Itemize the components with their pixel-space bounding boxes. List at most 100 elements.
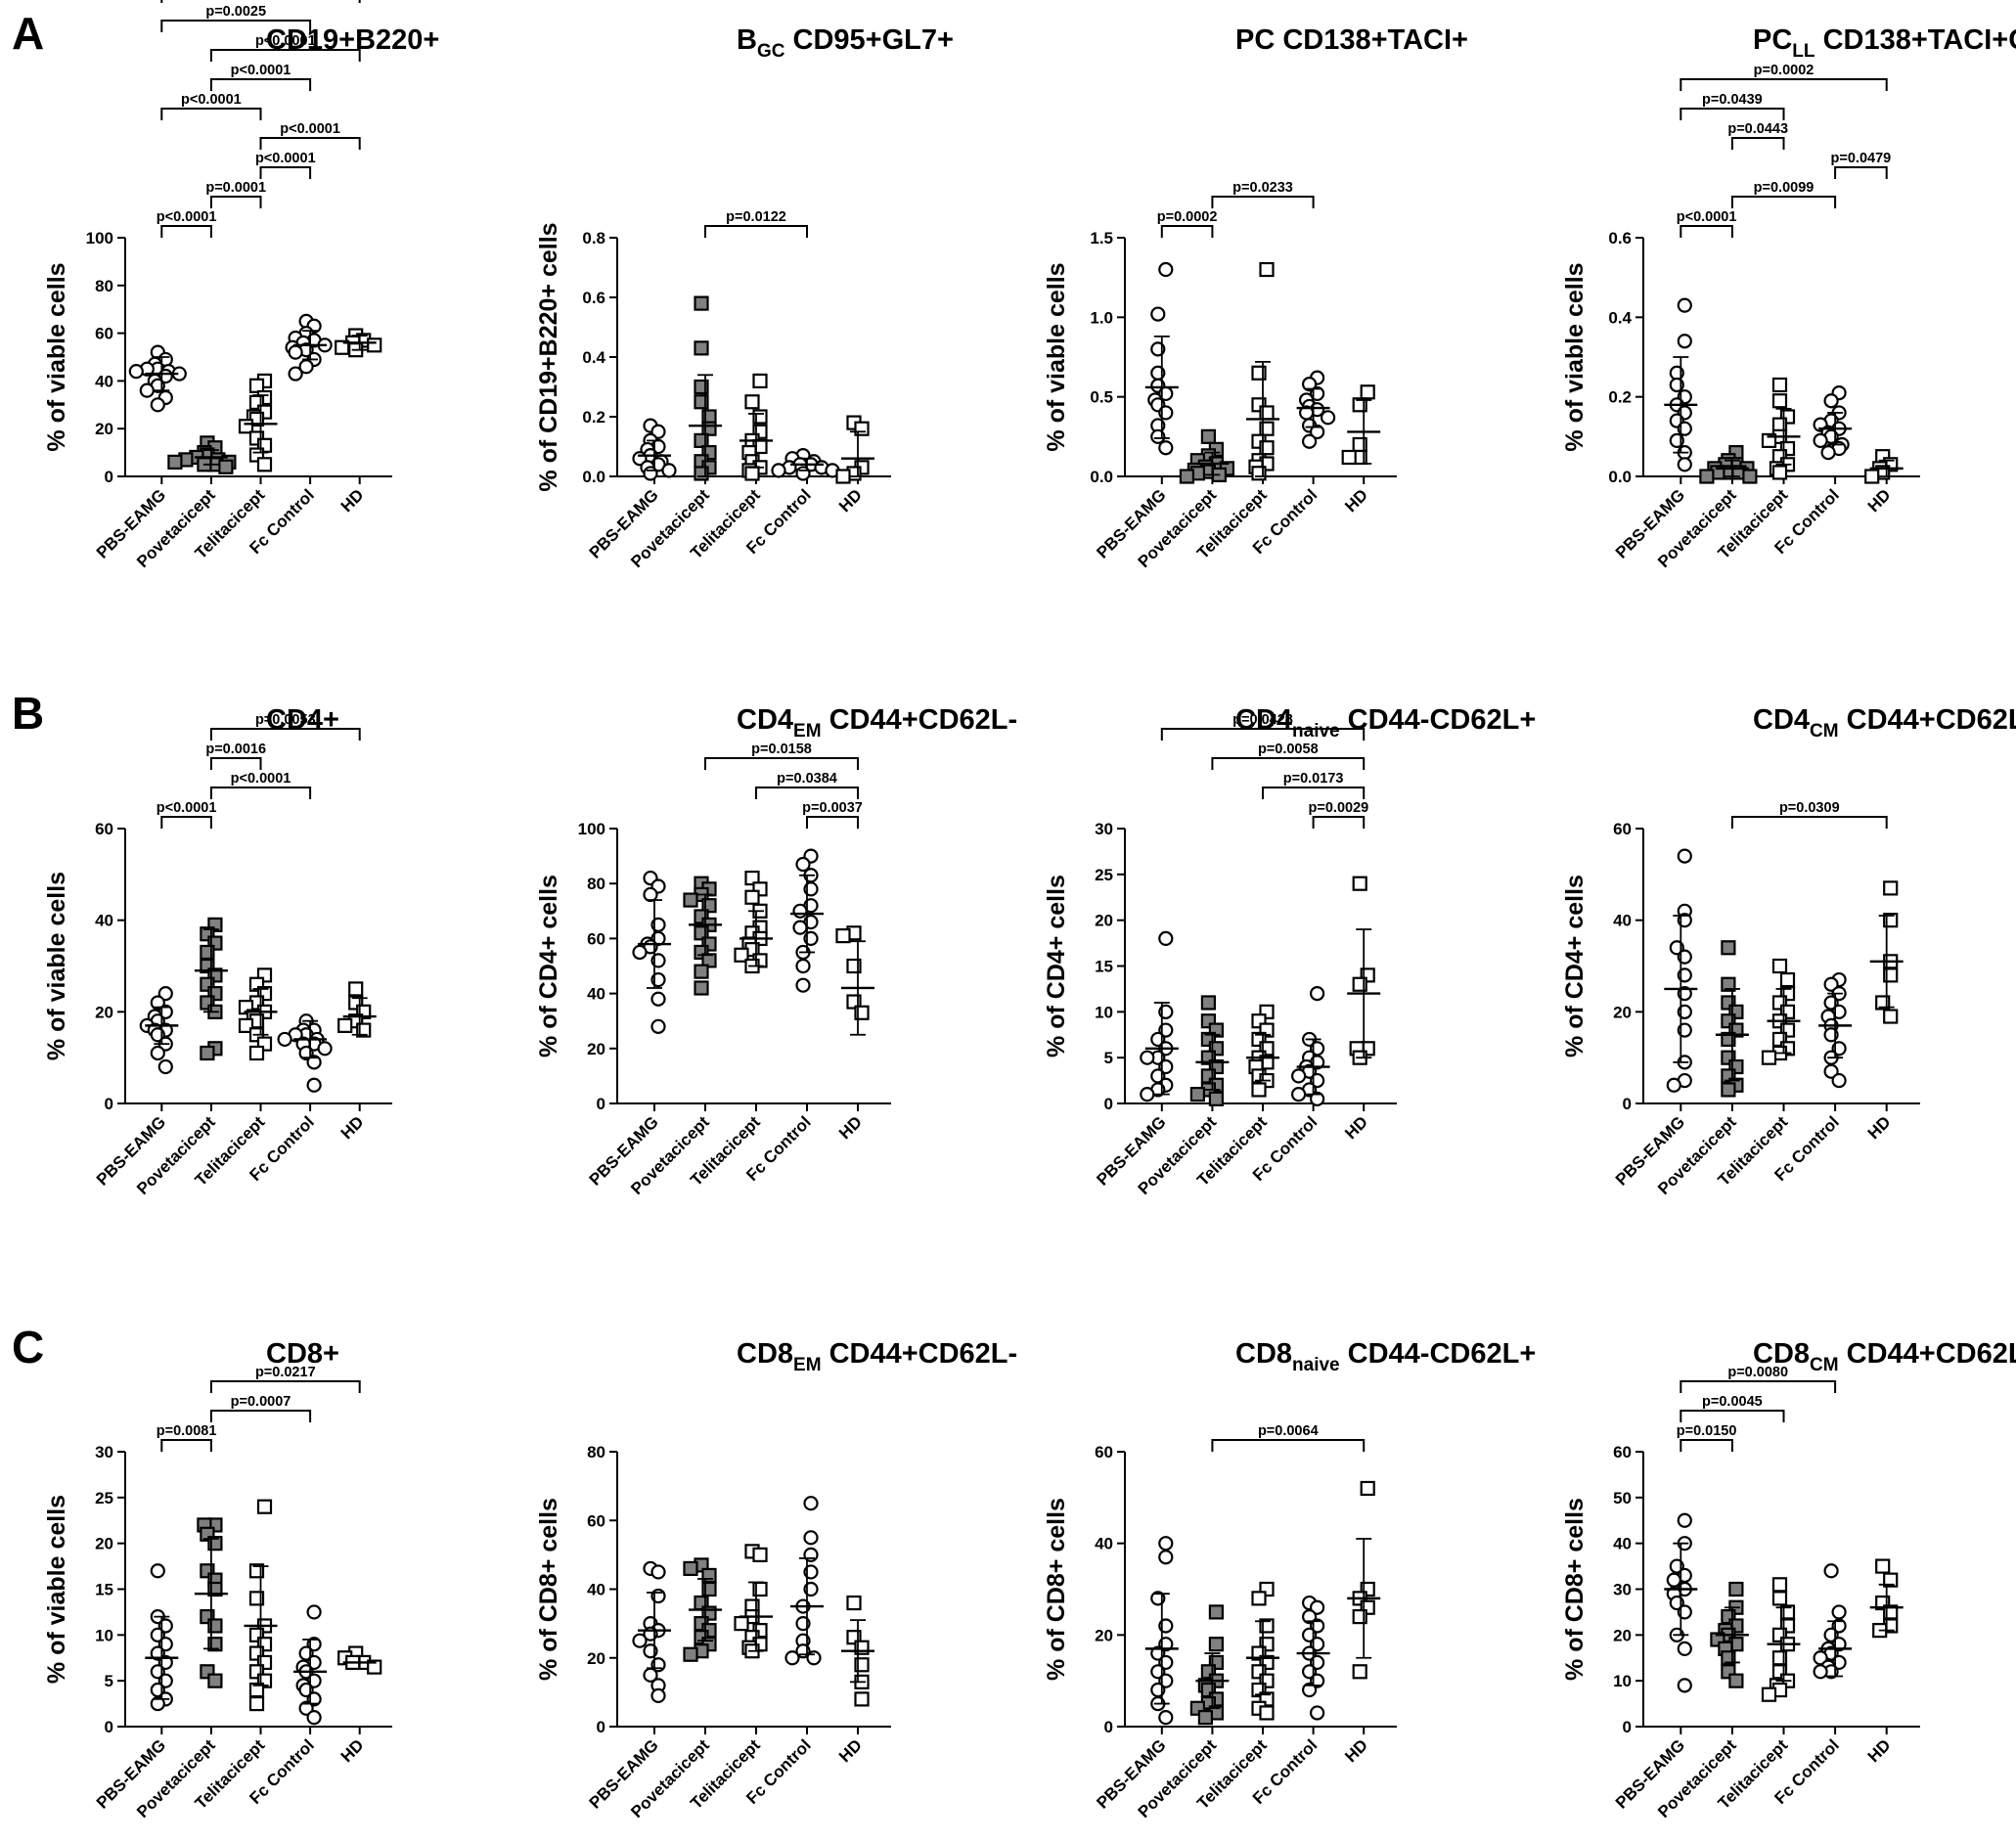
data-point: [1831, 1072, 1847, 1089]
y-tick-label: 60: [95, 325, 113, 343]
data-point: [1771, 393, 1788, 409]
chart-10: CD8EM CD44+CD62L- % of CD8+ cells 0 20 40 60 8…: [535, 1338, 1017, 1822]
data-point: [1771, 1577, 1788, 1593]
data-point: [1158, 930, 1174, 947]
data-point: [1823, 1063, 1839, 1079]
y-tick-label: 40: [1613, 912, 1632, 930]
data-point: [1259, 261, 1275, 278]
data-point: [1150, 306, 1166, 322]
data-point: [835, 927, 851, 944]
data-point: [1158, 440, 1174, 456]
data-point: [854, 1691, 870, 1707]
significance-bracket: [160, 816, 212, 829]
data-point: [1158, 1710, 1174, 1726]
y-tick-label: 0.4: [582, 348, 605, 367]
significance-bracket: [160, 0, 361, 3]
significance-bracket: [259, 137, 361, 150]
significance-bracket: [1160, 225, 1214, 238]
chart-title-rest: CD44+CD62L+: [1839, 704, 2016, 736]
data-point: [734, 947, 749, 963]
y-tick-label: 15: [1095, 958, 1113, 976]
data-point: [1771, 377, 1788, 393]
data-point: [632, 944, 648, 961]
data-point: [1813, 1664, 1828, 1680]
data-point: [752, 373, 768, 388]
data-point: [1677, 848, 1692, 864]
data-point: [306, 1604, 322, 1620]
chart-title: CD8+: [266, 1338, 339, 1370]
panel-label-a: A: [12, 8, 44, 59]
significance-bracket: [1730, 137, 1785, 150]
data-point: [795, 958, 811, 974]
chart-title-subscript: EM: [793, 721, 822, 742]
p-value-label: p=0.0158: [751, 742, 812, 757]
chart-6: CD4EM CD44+CD62L- % of CD4+ cells 0 20 40 60 8…: [535, 704, 1017, 1198]
chart-title-subscript: EM: [793, 1355, 822, 1375]
data-point: [1309, 1091, 1325, 1106]
y-axis-label: % of CD4+ cells: [535, 875, 562, 1057]
chart-title: CD4EM CD44+CD62L-: [737, 704, 1017, 742]
significance-bracket: [209, 728, 361, 741]
y-tick-label: 0.5: [1090, 388, 1113, 407]
y-tick-label: 40: [587, 985, 605, 1004]
data-point: [1158, 1550, 1174, 1565]
data-point: [1140, 1050, 1155, 1065]
data-point: [1208, 1637, 1225, 1652]
data-point: [643, 886, 658, 903]
data-point: [367, 337, 382, 353]
data-point: [1360, 384, 1375, 400]
data-point: [752, 1547, 768, 1562]
p-value-label: p=0.0001: [205, 180, 266, 196]
data-point: [1189, 1087, 1206, 1102]
chart-title: CD8CM CD44+CD62L+: [1753, 1338, 2016, 1375]
y-tick-label: 0: [1623, 1718, 1632, 1736]
chart-title-rest: CD95+GL7+: [784, 24, 953, 56]
chart-3: PC CD138+TACI+ % of viable cells 0.0 0.5 1.0…: [1043, 24, 1468, 571]
data-point: [157, 985, 173, 1002]
y-tick-label: 40: [95, 372, 113, 390]
y-tick-label: 1.5: [1090, 229, 1113, 247]
p-value-label: p<0.0001: [255, 151, 316, 166]
y-tick-label: 0.4: [1608, 308, 1632, 327]
category-label: HD: [835, 485, 866, 516]
p-value-label: p=0.0217: [255, 1365, 316, 1380]
significance-bracket: [704, 225, 808, 238]
significance-bracket: [209, 787, 312, 799]
p-value-label: p=0.0064: [1258, 1423, 1319, 1439]
p-value-label: p<0.0001: [1677, 209, 1737, 225]
y-tick-label: 80: [587, 875, 605, 893]
chart-title-rest: CD44-CD62L+: [1340, 1338, 1537, 1370]
y-tick-label: 0: [105, 1718, 113, 1736]
significance-bracket: [1312, 816, 1366, 829]
data-point: [846, 1595, 862, 1611]
y-axis-label: % of viable cells: [1561, 262, 1589, 451]
y-axis-label: % of CD4+ cells: [1561, 875, 1589, 1057]
data-point: [683, 1560, 698, 1577]
p-value-label: p=0.0029: [1309, 800, 1369, 816]
y-tick-label: 25: [1095, 866, 1113, 884]
significance-bracket: [259, 166, 312, 179]
y-tick-label: 30: [1613, 1581, 1632, 1599]
p-value-label: p=0.0002: [1157, 209, 1218, 225]
chart-8: CD4CM CD44+CD62L+% of CD4+ cells0204060P…: [1561, 704, 2016, 1198]
data-point: [683, 892, 698, 908]
p-value-label: p=0.0007: [231, 1394, 291, 1410]
data-point: [1875, 1558, 1891, 1574]
data-point: [1352, 876, 1367, 891]
y-tick-label: 20: [1095, 1626, 1113, 1644]
y-tick-label: 60: [587, 1511, 605, 1530]
y-tick-label: 20: [1613, 1626, 1632, 1644]
data-point: [139, 382, 155, 398]
y-tick-label: 0: [1104, 1718, 1113, 1736]
data-point: [1699, 469, 1715, 484]
data-point: [248, 1045, 265, 1061]
y-tick-label: 60: [95, 820, 113, 838]
category-label: HD: [1864, 485, 1895, 516]
chart-9: CD8+% of viable cells051015202530PBS-EAM…: [43, 1338, 392, 1822]
chart-title-main: CD4: [737, 704, 793, 736]
significance-bracket: [160, 108, 262, 120]
chart-title: CD8naive CD44-CD62L+: [1235, 1338, 1536, 1375]
data-point: [218, 459, 234, 474]
significance-bracket: [209, 78, 312, 91]
p-value-label: p=0.0479: [1831, 151, 1892, 166]
